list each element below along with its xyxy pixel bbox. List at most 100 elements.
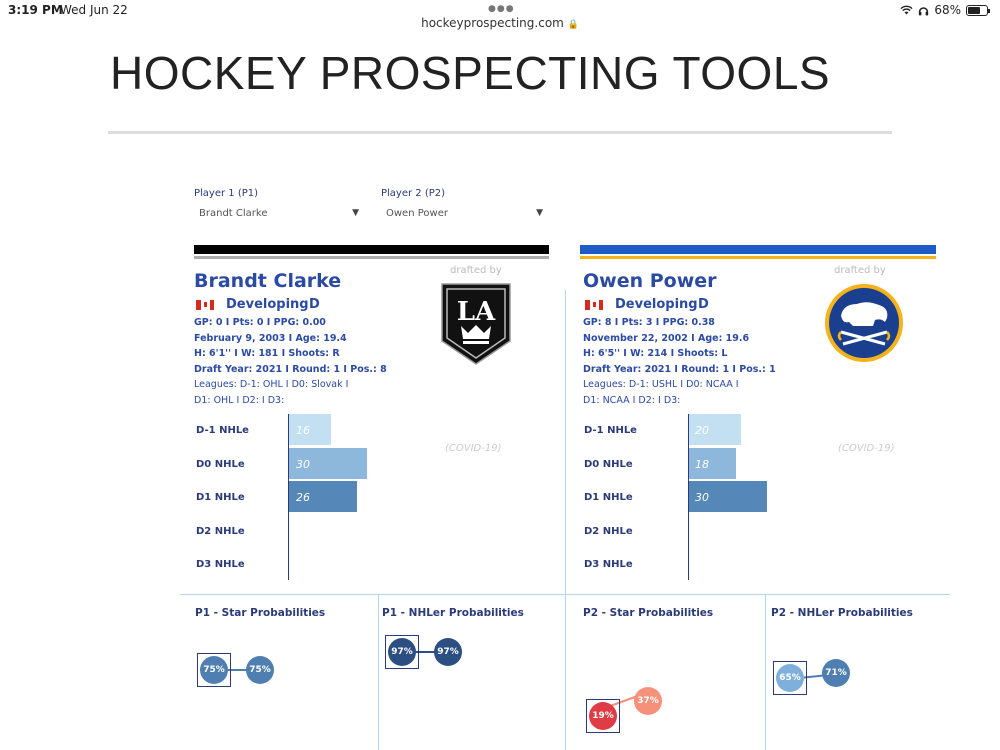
p1-nhle-label: D-1 NHLe [196, 425, 249, 436]
prob-divider-3 [765, 594, 766, 750]
p1-drafted-by: drafted by [450, 265, 502, 276]
p2-star-probabilities-title: P2 - Star Probabilities [583, 607, 714, 619]
canada-flag-icon [196, 300, 214, 310]
status-icons: 68% [900, 3, 990, 17]
p2-nhle-bar[interactable] [689, 481, 767, 512]
player2-selector-label: Player 2 (P2) [381, 188, 446, 199]
p2-draft: Draft Year: 2021 I Round: 1 I Pos.: 1 [583, 363, 776, 375]
p1-nhle-bar[interactable] [289, 448, 367, 479]
clock-time: 3:19 PM [8, 3, 63, 17]
p1-nhle-bar[interactable] [289, 414, 331, 445]
center-divider [565, 290, 566, 750]
p1-nhle-bar[interactable] [289, 481, 357, 512]
prob-from-marker[interactable]: 97% [388, 638, 416, 666]
prob-from-marker-frame [385, 635, 419, 669]
p1-nhle-label: D1 NHLe [196, 492, 245, 503]
prob-from-marker-frame [773, 661, 807, 695]
p2-stats: GP: 8 I Pts: 3 I PPG: 0.38 [583, 317, 715, 328]
player2-selector[interactable]: Owen Power ▼ [386, 208, 556, 224]
p1-status: Developing [226, 297, 309, 312]
p2-drafted-by: drafted by [834, 265, 886, 276]
prob-to-marker[interactable]: 71% [822, 659, 850, 687]
p1-position: D [309, 297, 320, 312]
player1-selector[interactable]: Brandt Clarke ▼ [199, 208, 369, 224]
p1-team-color-bar [194, 245, 549, 254]
p1-nhle-label: D2 NHLe [196, 526, 245, 537]
prob-to-marker[interactable]: 37% [634, 687, 662, 715]
player2-selector-value: Owen Power [386, 208, 448, 219]
player1-selector-value: Brandt Clarke [199, 208, 268, 219]
p1-team-color-stripe [194, 256, 549, 259]
prob-from-marker-frame [197, 653, 231, 687]
p1-nhle-value: 30 [296, 458, 310, 471]
prob-to-marker[interactable]: 75% [246, 656, 274, 684]
p1-covid-note: (COVID-19) [445, 443, 502, 454]
p2-position: D [698, 297, 709, 312]
p1-star-probabilities-title: P1 - Star Probabilities [195, 607, 326, 619]
p2-nhle-value: 30 [695, 491, 709, 504]
prob-divider-1 [378, 594, 379, 750]
p1-leagues-line2: D1: OHL I D2: I D3: [194, 394, 285, 406]
svg-text:LA: LA [457, 297, 496, 327]
p2-leagues: Leagues: D-1: USHL I D0: NCAA I D1: NCAA… [583, 377, 739, 408]
p1-nhle-axis [288, 414, 289, 580]
p1-stats: GP: 0 I Pts: 0 I PPG: 0.00 [194, 317, 326, 328]
p1-leagues-line1: Leagues: D-1: OHL I D0: Slovak I [194, 379, 349, 390]
p2-player-name: Owen Power [583, 270, 717, 292]
p2-nhle-value: 20 [695, 424, 709, 437]
p2-status: Developing [615, 297, 698, 312]
headphones-icon [919, 6, 929, 15]
p1-nhle-value: 16 [296, 424, 310, 437]
p1-nhle-value: 26 [296, 491, 310, 504]
multitask-dots-icon[interactable]: ●●● [488, 4, 515, 14]
title-divider [108, 131, 892, 134]
p1-nhle-label: D0 NHLe [196, 459, 245, 470]
prob-from-marker[interactable]: 75% [200, 656, 228, 684]
clock-date: Wed Jun 22 [60, 3, 128, 17]
lock-icon: 🔒 [567, 20, 579, 30]
p1-nhler-probabilities-title: P1 - NHLer Probabilities [382, 607, 524, 619]
p2-team-color-bar [580, 245, 936, 254]
status-bar: 3:19 PM Wed Jun 22 ●●● 68% [0, 0, 1000, 22]
url-bar[interactable]: hockeyprospecting.com 🔒 [0, 16, 1000, 30]
p2-nhle-label: D3 NHLe [584, 559, 633, 570]
p2-team-color-stripe [580, 256, 936, 259]
url-text: hockeyprospecting.com [421, 16, 564, 30]
p2-nhle-label: D-1 NHLe [584, 425, 637, 436]
p2-nhle-value: 18 [695, 458, 709, 471]
battery-percent: 68% [934, 3, 961, 17]
prob-from-marker[interactable]: 19% [589, 702, 617, 730]
canada-flag-icon [585, 300, 603, 310]
prob-from-marker[interactable]: 65% [776, 664, 804, 692]
p1-details: GP: 0 I Pts: 0 I PPG: 0.00 February 9, 2… [194, 315, 387, 377]
p2-nhle-label: D0 NHLe [584, 459, 633, 470]
p1-physical: H: 6'1'' I W: 181 I Shoots: R [194, 348, 340, 359]
page-title: HOCKEY PROSPECTING TOOLS [110, 47, 831, 99]
p2-nhle-bar[interactable] [689, 448, 736, 479]
prob-connector [214, 669, 260, 671]
p1-player-name: Brandt Clarke [194, 270, 342, 292]
p2-birth: November 22, 2002 I Age: 19.6 [583, 332, 750, 344]
wifi-icon [900, 5, 913, 15]
p2-physical: H: 6'5'' I W: 214 I Shoots: L [583, 348, 728, 359]
la-kings-logo: LA [441, 283, 511, 365]
prob-connector [402, 651, 448, 653]
p2-nhle-label: D2 NHLe [584, 526, 633, 537]
p2-nhle-bar[interactable] [689, 414, 741, 445]
p2-leagues-line2: D1: NCAA I D2: I D3: [583, 394, 681, 406]
chevron-down-icon[interactable]: ▼ [536, 208, 543, 218]
p2-nhler-probabilities-title: P2 - NHLer Probabilities [771, 607, 913, 619]
p1-leagues: Leagues: D-1: OHL I D0: Slovak I D1: OHL… [194, 377, 348, 408]
p2-details: GP: 8 I Pts: 3 I PPG: 0.38 November 22, … [583, 315, 776, 377]
buffalo-sabres-logo [825, 284, 903, 362]
p1-draft: Draft Year: 2021 I Round: 1 I Pos.: 8 [194, 363, 387, 375]
p1-nhle-label: D3 NHLe [196, 559, 245, 570]
prob-to-marker[interactable]: 97% [434, 638, 462, 666]
player1-selector-label: Player 1 (P1) [194, 188, 259, 199]
p2-covid-note: (COVID-19) [838, 443, 895, 454]
p2-leagues-line1: Leagues: D-1: USHL I D0: NCAA I [583, 379, 739, 390]
prob-from-marker-frame [586, 699, 620, 733]
chevron-down-icon[interactable]: ▼ [352, 208, 359, 218]
p2-nhle-axis [688, 414, 689, 580]
battery-icon [966, 4, 990, 16]
